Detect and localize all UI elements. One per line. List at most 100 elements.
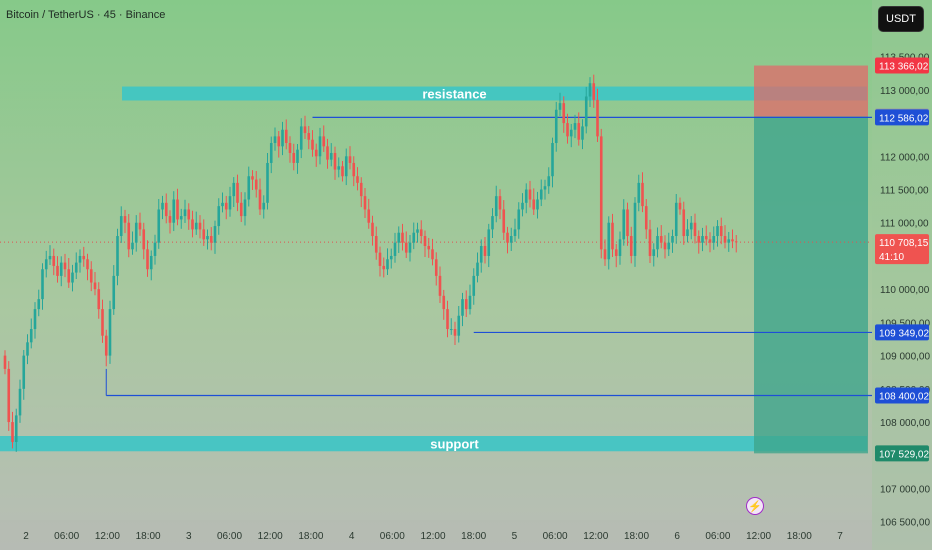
candle-body [258, 189, 262, 210]
support-label: support [430, 437, 479, 452]
candle-body [667, 242, 671, 250]
candle-body [333, 152, 337, 170]
x-tick-label: 12:00 [746, 531, 771, 542]
candle-body [284, 129, 288, 144]
candle-body [247, 176, 251, 200]
candle-body [326, 146, 329, 160]
candle-body [179, 216, 183, 220]
candle-body [251, 176, 254, 180]
candle-body [401, 232, 404, 243]
candle-body [479, 245, 483, 263]
candle-body [468, 295, 472, 310]
candle-body [33, 309, 37, 330]
x-tick-label: 18:00 [461, 531, 486, 542]
candle-body [44, 259, 48, 270]
candle-body [89, 269, 93, 283]
candle-body [648, 229, 652, 256]
candle-body [584, 96, 588, 127]
candle-body [483, 245, 487, 256]
candle-body [29, 329, 33, 343]
candle-body [554, 109, 558, 144]
price-axis-background [872, 0, 932, 550]
candle-body [716, 226, 719, 237]
candle-body [558, 103, 562, 110]
candle-body [172, 199, 176, 223]
candle-body [734, 241, 738, 243]
candle-body [731, 239, 734, 242]
x-tick-label: 2 [23, 531, 29, 542]
candle-body [157, 209, 161, 243]
x-tick-label: 12:00 [583, 531, 608, 542]
candle-body [708, 239, 712, 243]
y-tick-label: 111 500,00 [880, 186, 929, 197]
candle-body [112, 275, 116, 310]
candle-body [262, 202, 266, 210]
candle-body [543, 186, 547, 190]
candle-body [26, 342, 29, 356]
candle-body [652, 249, 656, 256]
candle-body [476, 262, 479, 276]
candle-body [273, 136, 277, 144]
current-price-badge [875, 234, 929, 265]
lightning-icon[interactable]: ⚡ [746, 497, 764, 515]
candle-body [269, 143, 273, 163]
candle-body [48, 255, 52, 260]
candle-body [168, 216, 172, 223]
x-tick-label: 06:00 [54, 531, 79, 542]
candle-body [164, 202, 168, 217]
candle-body [671, 236, 674, 243]
candle-body [59, 262, 63, 276]
candle-body [386, 259, 389, 270]
candle-body [198, 222, 202, 230]
candle-body [412, 232, 416, 243]
candle-body [277, 136, 281, 147]
y-tick-label: 109 500,00 [880, 318, 930, 329]
level-108400-badge-label: 108 400,02 [879, 391, 929, 402]
candle-body [367, 209, 371, 223]
candle-body [588, 83, 592, 97]
candle-body [656, 236, 659, 250]
candle-body [146, 249, 149, 270]
candle-body [682, 209, 686, 237]
candle-body [123, 216, 127, 223]
candle-body [228, 196, 232, 210]
candle-body [573, 123, 577, 130]
candle-body [378, 252, 382, 266]
candle-body [678, 202, 682, 210]
candle-body [311, 139, 314, 150]
candle-body [607, 222, 611, 260]
stop-price-badge [875, 57, 929, 74]
candle-body [344, 156, 348, 177]
candle-body [7, 368, 11, 423]
candle-body [56, 265, 59, 276]
y-tick-label: 113 000,00 [880, 86, 930, 97]
candle-body [633, 202, 637, 256]
candle-body [41, 269, 44, 300]
y-tick-label: 107 000,00 [880, 484, 930, 495]
candle-body [292, 152, 296, 163]
candle-body [104, 335, 108, 356]
target-price-badge-label: 107 529,02 [879, 449, 929, 460]
currency-button[interactable]: USDT [878, 6, 924, 32]
candle-body [82, 255, 86, 260]
x-tick-label: 7 [837, 531, 843, 542]
candle-body [704, 236, 708, 240]
candle-body [3, 355, 7, 369]
candle-body [626, 209, 629, 237]
candle-body [149, 255, 153, 270]
candle-body [371, 222, 374, 237]
candle-body [416, 229, 419, 233]
candle-body [449, 329, 453, 331]
stop-loss-zone [754, 65, 868, 117]
candle-body [693, 222, 697, 237]
candle-body [86, 259, 89, 270]
candle-body [101, 309, 104, 336]
candle-body [551, 143, 554, 177]
candle-body [108, 309, 112, 356]
candle-body [524, 189, 528, 203]
candle-body [176, 199, 179, 220]
candle-body [18, 388, 22, 416]
candle-body [202, 229, 206, 240]
candle-body [517, 209, 521, 230]
